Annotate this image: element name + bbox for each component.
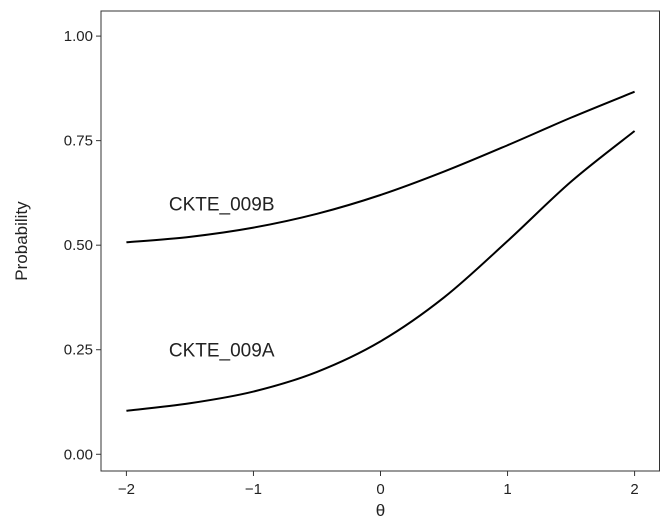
y-tick-label: 0.75 (64, 133, 93, 150)
y-axis-title: Probability (12, 201, 31, 281)
plot-panel-border (100, 10, 660, 472)
series-label-ckte_009b: CKTE_009B (169, 194, 275, 215)
x-tick-label: 2 (630, 481, 638, 498)
x-tick-label: −2 (118, 481, 135, 498)
series-lines (126, 90, 636, 412)
series-labels: CKTE_009B CKTE_009A (169, 194, 275, 361)
x-tick-label: −1 (245, 481, 262, 498)
y-tick-label: 1.00 (64, 28, 93, 45)
y-tick-label: 0.25 (64, 342, 93, 359)
y-tick-label: 0.50 (64, 237, 93, 254)
y-tick-label: 0.00 (64, 446, 93, 463)
x-tick-label: 1 (503, 481, 511, 498)
x-axis-title: θ (376, 501, 385, 518)
x-tick-label: 0 (376, 481, 384, 498)
series-label-ckte_009a: CKTE_009A (169, 341, 275, 362)
series-line-ckte_009b (126, 90, 635, 244)
series-line-ckte_009a (126, 130, 636, 412)
axes: 0.00 0.25 0.50 0.75 1.00 −2 −1 0 1 2 (64, 10, 660, 498)
